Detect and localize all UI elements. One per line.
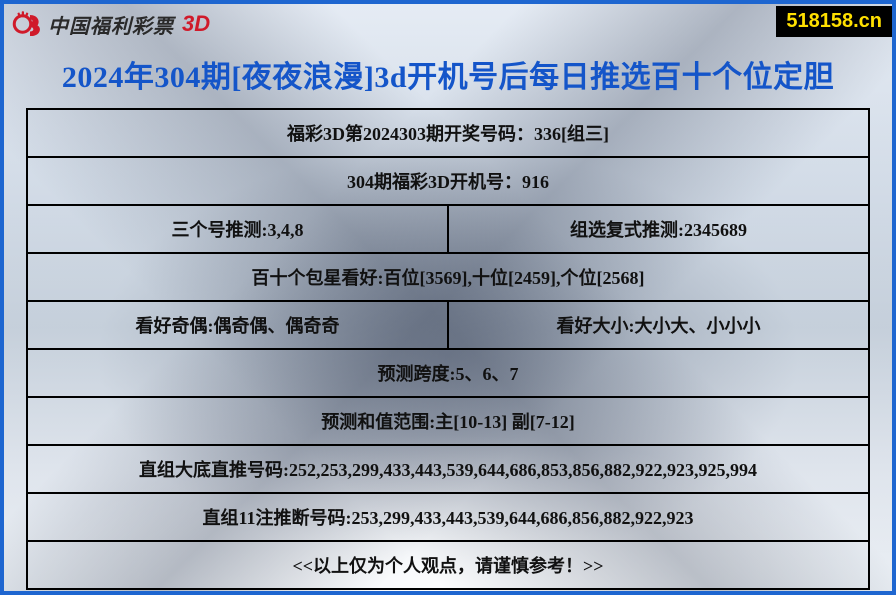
row-big-small: 看好大小:大小大、小小小 [447, 302, 868, 348]
row-position-picks: 百十个包星看好:百位[3569],十位[2459],个位[2568] [28, 254, 868, 300]
header: 中国福利彩票 3D 518158.cn [4, 4, 892, 44]
site-badge: 518158.cn [776, 6, 892, 37]
page-frame: 中国福利彩票 3D 518158.cn 2024年304期[夜夜浪漫]3d开机号… [0, 0, 896, 595]
prediction-table: 福彩3D第2024303期开奖号码：336[组三] 304期福彩3D开机号：91… [26, 108, 870, 590]
brand-text: 中国福利彩票 [48, 10, 174, 39]
row-three-picks: 三个号推测:3,4,8 [28, 206, 447, 252]
row-odd-even: 看好奇偶:偶奇偶、偶奇奇 [28, 302, 447, 348]
row-sum-range: 预测和值范围:主[10-13] 副[7-12] [28, 398, 868, 444]
brand-3d-suffix: 3D [182, 11, 210, 37]
row-straight-base: 直组大底直推号码:252,253,299,433,443,539,644,686… [28, 446, 868, 492]
brand-logo: 中国福利彩票 3D [12, 9, 210, 39]
row-open-number: 304期福彩3D开机号：916 [28, 158, 868, 204]
page-title: 2024年304期[夜夜浪漫]3d开机号后每日推选百十个位定胆 [4, 44, 892, 108]
row-disclaimer: <<以上仅为个人观点，请谨慎参考！>> [28, 542, 868, 588]
row-combo-picks: 组选复式推测:2345689 [447, 206, 868, 252]
row-span: 预测跨度:5、6、7 [28, 350, 868, 396]
row-straight-11: 直组11注推断号码:253,299,433,443,539,644,686,85… [28, 494, 868, 540]
row-prev-draw: 福彩3D第2024303期开奖号码：336[组三] [28, 110, 868, 156]
lottery-logo-icon [12, 9, 42, 39]
